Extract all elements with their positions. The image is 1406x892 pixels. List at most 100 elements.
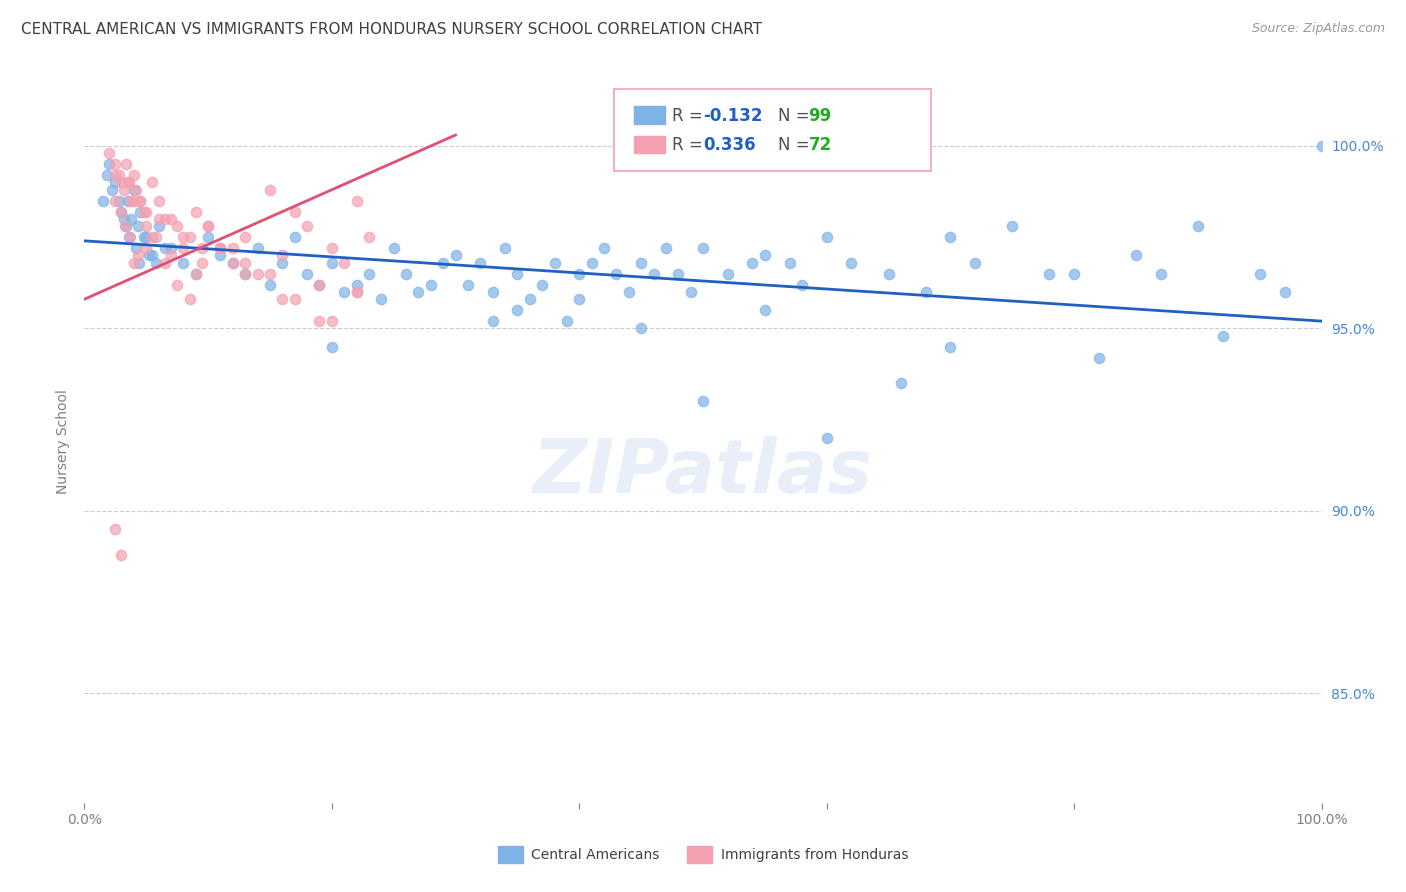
Point xyxy=(308,314,330,328)
Point xyxy=(118,176,141,190)
Point xyxy=(877,267,900,281)
Point xyxy=(125,183,148,197)
Point xyxy=(717,267,740,281)
Point xyxy=(125,241,148,255)
Point xyxy=(148,219,170,234)
Text: 0.336: 0.336 xyxy=(703,136,755,154)
Point xyxy=(568,292,591,306)
Point xyxy=(104,157,127,171)
Point xyxy=(259,267,281,281)
Point xyxy=(1249,267,1271,281)
Point xyxy=(172,256,194,270)
Point xyxy=(191,241,214,255)
Point xyxy=(432,256,454,270)
Point xyxy=(271,248,294,262)
Point xyxy=(382,241,405,255)
Point xyxy=(692,394,714,409)
Point xyxy=(135,219,157,234)
Point xyxy=(129,204,152,219)
Point xyxy=(346,285,368,299)
Point xyxy=(96,168,118,182)
Point xyxy=(655,241,678,255)
Point xyxy=(555,314,578,328)
Point xyxy=(117,176,139,190)
Point xyxy=(790,277,813,292)
Point xyxy=(197,219,219,234)
Point xyxy=(370,292,392,306)
Point xyxy=(233,230,256,244)
Point xyxy=(481,285,503,299)
Point xyxy=(110,548,132,562)
Point xyxy=(284,230,307,244)
Point xyxy=(965,256,987,270)
Point xyxy=(408,285,430,299)
Point xyxy=(233,267,256,281)
Point xyxy=(145,230,167,244)
Legend: Central Americans, Immigrants from Honduras: Central Americans, Immigrants from Hondu… xyxy=(492,840,914,868)
Point xyxy=(815,230,838,244)
Point xyxy=(741,256,763,270)
Text: N =: N = xyxy=(778,107,814,125)
Point xyxy=(470,256,492,270)
Point xyxy=(184,267,207,281)
Point xyxy=(141,176,163,190)
Point xyxy=(132,230,155,244)
Point xyxy=(419,277,441,292)
Point xyxy=(98,157,121,171)
Point xyxy=(233,267,256,281)
Point xyxy=(519,292,541,306)
Point xyxy=(222,241,245,255)
Point xyxy=(308,277,330,292)
Point xyxy=(568,267,591,281)
Point xyxy=(1125,248,1147,262)
Point xyxy=(284,204,307,219)
Point xyxy=(914,285,936,299)
Point xyxy=(779,256,801,270)
Point xyxy=(481,314,503,328)
Point xyxy=(233,256,256,270)
Point xyxy=(679,285,702,299)
Point xyxy=(259,183,281,197)
Text: -0.132: -0.132 xyxy=(703,107,762,125)
Point xyxy=(166,219,188,234)
Point xyxy=(179,292,201,306)
Point xyxy=(630,321,652,335)
Point xyxy=(593,241,616,255)
Point xyxy=(197,219,219,234)
Point xyxy=(122,168,145,182)
Point xyxy=(209,241,232,255)
Point xyxy=(172,241,194,255)
Point xyxy=(308,277,330,292)
Point xyxy=(104,176,127,190)
Text: CENTRAL AMERICAN VS IMMIGRANTS FROM HONDURAS NURSERY SCHOOL CORRELATION CHART: CENTRAL AMERICAN VS IMMIGRANTS FROM HOND… xyxy=(21,22,762,37)
Point xyxy=(108,168,131,182)
Point xyxy=(138,248,160,262)
Point xyxy=(117,194,139,208)
Point xyxy=(128,256,150,270)
Point xyxy=(191,256,214,270)
Point xyxy=(184,267,207,281)
Y-axis label: Nursery School: Nursery School xyxy=(56,389,70,494)
Point xyxy=(1150,267,1173,281)
Text: 72: 72 xyxy=(808,136,832,154)
Point xyxy=(197,230,219,244)
Point xyxy=(531,277,554,292)
Point xyxy=(110,176,132,190)
Point xyxy=(1274,285,1296,299)
Point xyxy=(160,211,183,226)
Point xyxy=(122,183,145,197)
Point xyxy=(120,211,142,226)
Point xyxy=(184,204,207,219)
Point xyxy=(295,267,318,281)
Point xyxy=(617,285,640,299)
Point xyxy=(1088,351,1111,365)
Point xyxy=(543,256,565,270)
Point xyxy=(643,267,665,281)
Point xyxy=(666,267,689,281)
Text: ZIPatlas: ZIPatlas xyxy=(533,436,873,509)
Point xyxy=(114,219,136,234)
Point xyxy=(141,230,163,244)
Point xyxy=(939,230,962,244)
Point xyxy=(104,194,127,208)
Point xyxy=(246,241,269,255)
